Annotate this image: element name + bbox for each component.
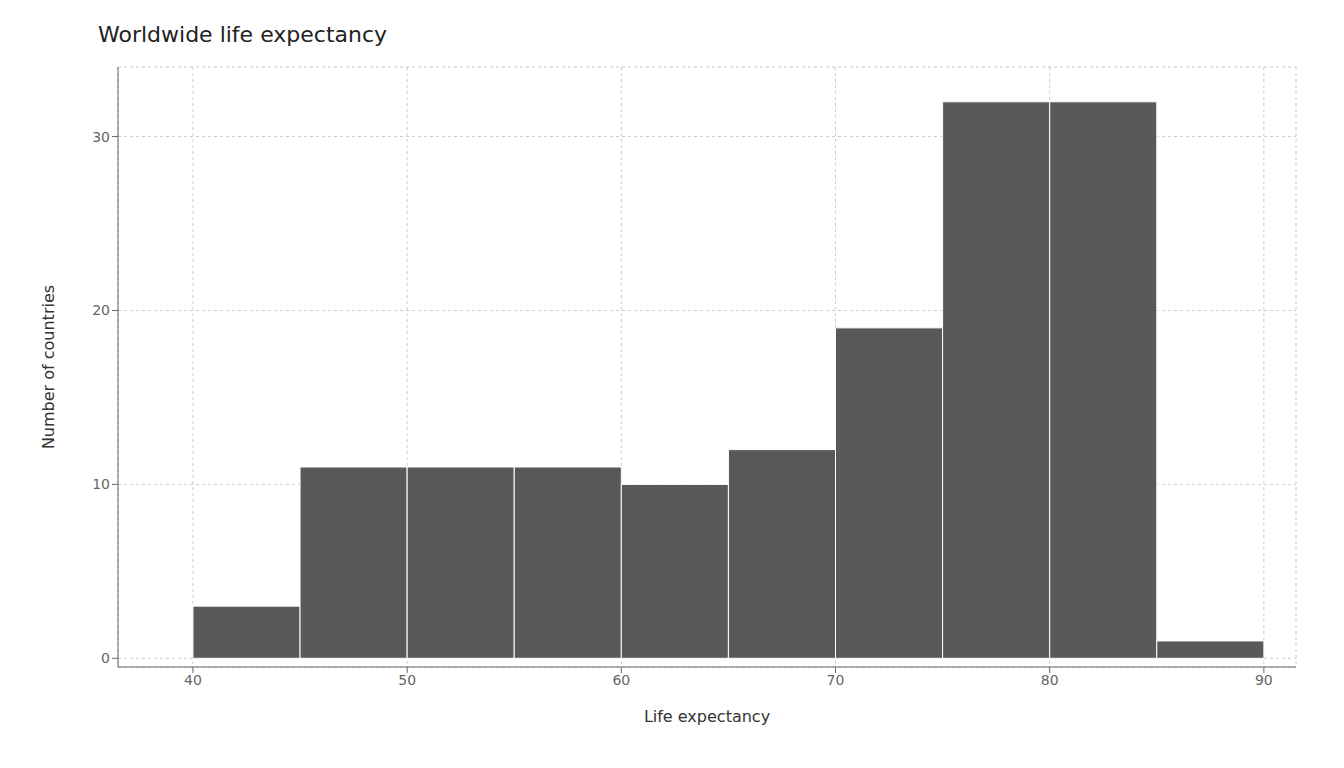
svg-text:30: 30 <box>92 129 110 145</box>
svg-text:Number of countries: Number of countries <box>39 285 58 449</box>
svg-text:60: 60 <box>612 672 630 688</box>
html-text:Worldwide life expectancy: Worldwide life expectancy <box>98 22 388 47</box>
svg-text:50: 50 <box>398 672 416 688</box>
svg-text:20: 20 <box>92 302 110 318</box>
svg-text:80: 80 <box>1041 672 1059 688</box>
svg-text:Life expectancy: Life expectancy <box>644 707 770 726</box>
svg-text:90: 90 <box>1255 672 1273 688</box>
svg-text:0: 0 <box>101 650 110 666</box>
svg-text:40: 40 <box>184 672 202 688</box>
svg-text:70: 70 <box>827 672 845 688</box>
svg-text:10: 10 <box>92 476 110 492</box>
